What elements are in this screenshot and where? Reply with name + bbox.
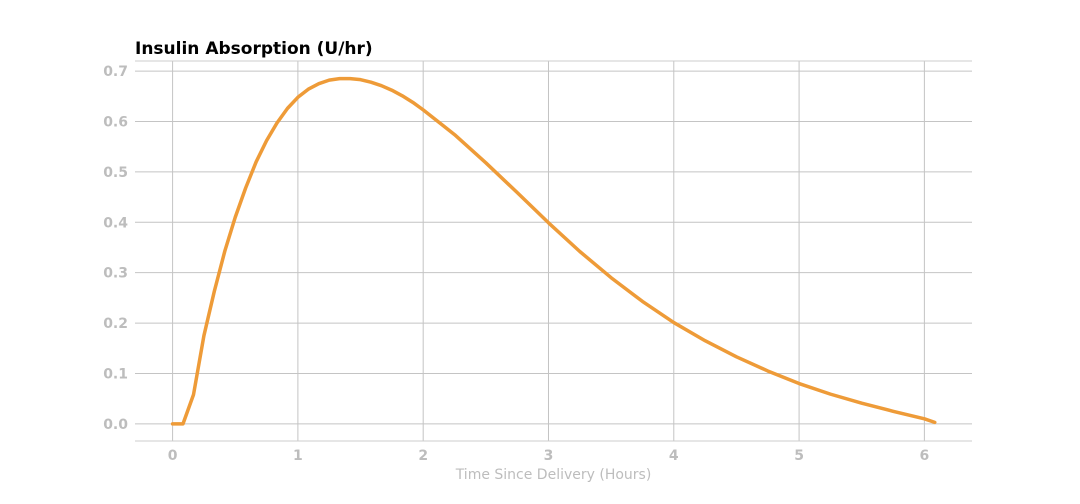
x-tick-labels: 0 1 2 3 4 5 6 <box>168 448 930 464</box>
x-tick-label: 3 <box>544 448 554 464</box>
x-axis-label: Time Since Delivery (Hours) <box>455 467 652 483</box>
x-tick-label: 0 <box>168 448 178 464</box>
x-tick-label: 2 <box>418 448 428 464</box>
chart-title: Insulin Absorption (U/hr) <box>135 39 373 59</box>
x-tick-label: 4 <box>669 448 679 464</box>
y-tick-label: 0.5 <box>103 165 128 181</box>
x-tick-label: 1 <box>293 448 303 464</box>
y-tick-labels: 0.0 0.1 0.2 0.3 0.4 0.5 0.6 0.7 <box>103 64 128 433</box>
y-tick-label: 0.7 <box>103 64 128 80</box>
insulin-absorption-line <box>170 76 937 426</box>
x-tick-label: 5 <box>794 448 804 464</box>
y-tick-label: 0.2 <box>103 316 128 332</box>
y-tick-label: 0.1 <box>103 366 128 382</box>
y-tick-label: 0.6 <box>103 114 128 130</box>
y-tick-label: 0.0 <box>103 417 128 433</box>
grid-layer <box>135 61 972 441</box>
x-tick-label: 6 <box>920 448 930 464</box>
series-layer <box>170 76 937 426</box>
y-tick-label: 0.3 <box>103 266 128 282</box>
y-tick-label: 0.4 <box>103 215 128 231</box>
axis-frame <box>135 60 972 442</box>
